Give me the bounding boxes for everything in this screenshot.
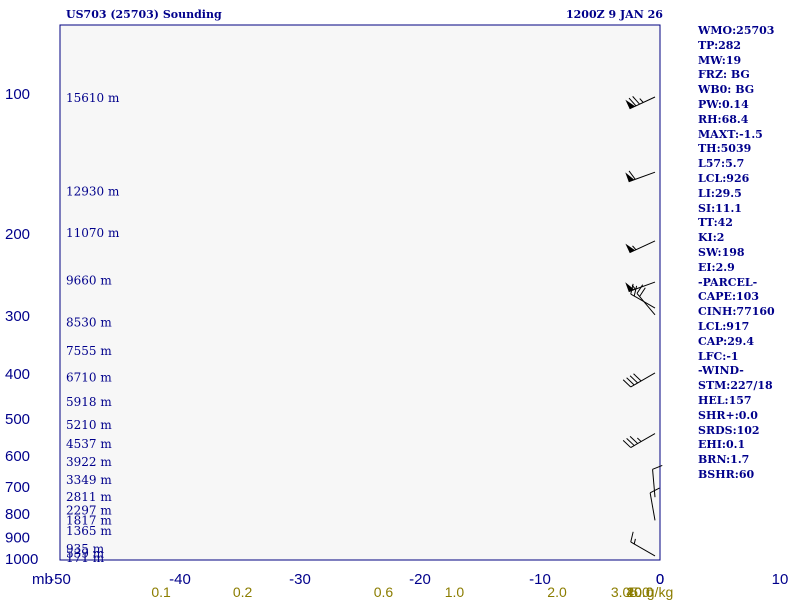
mixing-ratio-tick-label: 10.0 [626,584,653,600]
height-label: 2297 m [66,503,112,517]
height-label: 3922 m [66,455,112,469]
index-line: PW:0.14 [698,98,749,111]
mixing-ratio-tick-label: 0.1 [151,584,171,600]
wind-barb [625,240,656,254]
index-line: TP:282 [698,38,742,52]
temperature-tick-label: 0 [656,571,664,588]
index-line: CAP:29.4 [698,334,755,348]
index-line: CINH:77160 [698,305,775,319]
temperature-tick-label: 10 [772,571,789,588]
temperature-tick-label: -30 [289,571,311,588]
pressure-tick-label: 700 [5,479,30,496]
plot-area [60,25,660,560]
pressure-tick-label: 100 [5,86,30,103]
pressure-tick-label: 1000 [5,551,38,568]
height-label: 2811 m [66,490,112,504]
mixing-ratio-tick-label: 5.0 [630,584,650,600]
height-label: 5210 m [66,418,112,432]
mixing-ratio-tick-label: 40.0 [626,584,653,600]
wind-barb [625,170,656,183]
temperature-tick-label: -40 [169,571,191,588]
index-line: -WIND- [698,364,744,378]
height-label: 935 m [66,542,105,556]
plot-frame [59,24,661,561]
index-line: SRDS:102 [698,423,760,437]
height-label: 8530 m [66,315,112,329]
index-line: EHI:0.1 [698,438,746,452]
pressure-tick-label: 300 [5,308,30,325]
height-label: 11070 m [66,226,120,240]
height-label: 7555 m [66,344,112,358]
height-label: 171 m [66,551,105,565]
height-label: 12930 m [66,184,120,198]
temperature-tick-label: -50 [49,571,71,588]
temperature-tick-label: 0 [656,571,664,588]
index-line: LFC:-1 [698,349,739,363]
index-line: SI:11.1 [698,201,742,215]
index-line: LCL:917 [698,320,750,333]
wind-barb [622,372,656,388]
wind-barb [649,487,660,521]
index-line: MAXT:-1.5 [698,127,763,141]
index-line: SHR+:0.0 [698,408,758,422]
mixing-ratio-tick-label: 0.2 [233,584,253,600]
wind-barb [630,531,656,557]
index-line: LI:29.5 [698,186,742,200]
wind-barb [652,464,663,498]
height-label: 6710 m [66,370,112,384]
index-line: STM:227/18 [698,379,773,393]
index-line: LCL:926 [698,172,750,185]
pressure-tick-label: 400 [5,366,30,383]
temperature-tick-label: -10 [529,571,551,588]
wind-barb [622,433,656,448]
index-line: BSHR:60 [698,468,755,481]
mixing-ratio-tick-label: 2.0 [547,584,567,600]
index-line: CAPE:103 [698,290,759,304]
index-line: MW:19 [698,53,742,67]
index-line: TH:5039 [698,142,752,156]
index-line: L57:5.7 [698,157,745,171]
pressure-tick-label: 600 [5,448,30,465]
height-label: 5918 m [66,395,112,409]
height-label: 1817 m [66,514,112,528]
index-line: SW:198 [698,246,745,259]
height-label: 15610 m [66,91,120,105]
mixing-ratio-tick-label: 1.0 [445,584,465,600]
index-line: TT:42 [698,216,733,230]
chart-title: US703 (25703) Sounding [66,8,222,21]
index-line: RH:68.4 [698,112,749,126]
index-line: BRN:1.7 [698,453,750,467]
pressure-tick-label: 800 [5,506,30,523]
height-label: 9660 m [66,274,112,288]
wind-barb [636,284,656,316]
height-label: 4537 m [66,437,112,451]
sounding-time: 1200Z 9 JAN 26 [566,8,663,21]
height-label: 3349 m [66,473,112,487]
index-line: HEL:157 [698,394,752,407]
pressure-tick-label: 900 [5,530,30,547]
index-line: EI:2.9 [698,260,735,274]
wind-barb [625,96,656,110]
mixing-ratio-tick-label: 0.6 [374,584,394,600]
index-line: -PARCEL- [698,275,758,289]
height-label: 539 m [66,546,105,560]
height-label: 1365 m [66,524,112,538]
mixing-ratio-tick-label: 20.0 [626,584,653,600]
index-line: WB0: BG [698,83,755,97]
pressure-tick-label: 500 [5,411,30,428]
temperature-tick-label: -20 [409,571,431,588]
pressure-unit-label: mb [32,571,53,588]
pressure-tick-label: 200 [5,226,30,243]
mixing-ratio-tick-label: 3.0 [611,584,631,600]
mixing-ratio-unit-label: g/kg [647,584,673,600]
index-line: WMO:25703 [698,24,775,37]
index-line: KI:2 [698,231,725,245]
index-line: FRZ: BG [698,68,750,82]
